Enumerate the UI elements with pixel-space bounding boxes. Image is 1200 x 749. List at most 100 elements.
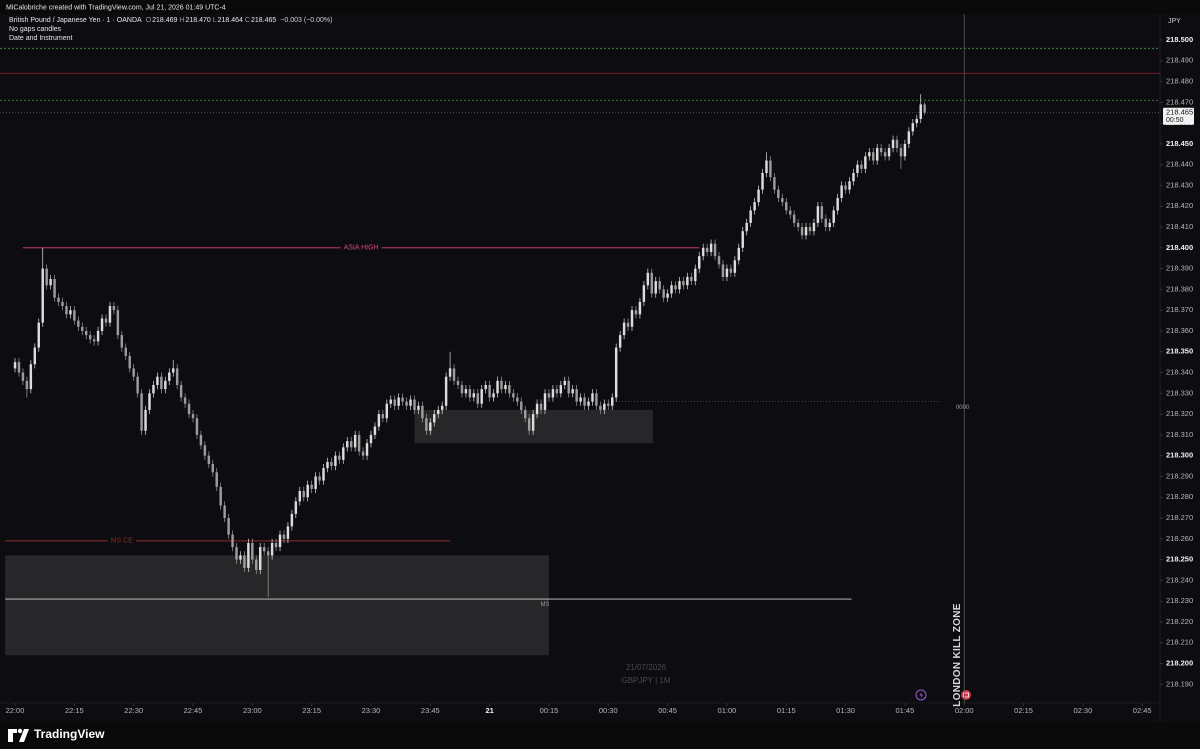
- candle-body: [223, 505, 226, 519]
- y-tick-label: 218.310: [1166, 430, 1193, 439]
- candle-body: [326, 461, 329, 469]
- x-tick-label: 22:45: [184, 706, 203, 715]
- y-tick-label: 218.450: [1166, 139, 1193, 148]
- candle-body: [377, 414, 381, 427]
- candle-body: [535, 403, 539, 415]
- candle-body: [37, 322, 40, 348]
- last-price-box: [1163, 107, 1194, 125]
- candle-body: [729, 268, 733, 273]
- candle-body: [247, 542, 250, 568]
- candle-body: [792, 214, 796, 223]
- candle-body: [527, 418, 531, 431]
- candle-body: [662, 289, 665, 298]
- candle-body: [69, 310, 72, 315]
- ohlc-value: 218.465: [250, 17, 277, 24]
- candle-body: [852, 173, 855, 182]
- candle-body: [231, 534, 234, 548]
- candle-body: [322, 468, 325, 481]
- candle-body: [820, 206, 824, 219]
- candle-body: [567, 380, 570, 394]
- candle-body: [860, 164, 863, 169]
- candle-body: [243, 555, 246, 568]
- candle-body: [349, 441, 353, 448]
- candle-body: [583, 397, 586, 406]
- ohlc-key: L: [212, 17, 217, 24]
- ohlc-key: H: [179, 17, 185, 24]
- candle-body: [397, 397, 400, 406]
- candle-body: [864, 156, 867, 169]
- candle-body: [175, 368, 179, 385]
- y-tick-label: 218.330: [1166, 388, 1193, 397]
- candle-body: [690, 276, 693, 282]
- x-tick-label: 02:15: [1014, 706, 1033, 715]
- candle-body: [65, 306, 68, 315]
- candle-body: [476, 393, 479, 404]
- annotation-label: MS CE: [111, 538, 134, 545]
- candle-body: [124, 347, 127, 356]
- candle-body: [433, 414, 436, 423]
- candle-body: [460, 385, 464, 394]
- candle-body: [919, 104, 922, 119]
- legend: British Pound / Japanese Yen · 1 · OANDA…: [9, 16, 332, 43]
- alert-icon[interactable]: [915, 689, 927, 701]
- candle-body: [187, 403, 191, 415]
- watermark: 21/07/2026: [626, 663, 667, 672]
- candle-body: [266, 551, 270, 556]
- candle-body: [812, 222, 816, 232]
- candle-body: [21, 372, 25, 381]
- candle-body: [879, 148, 883, 153]
- candle-body: [682, 281, 685, 286]
- candle-body: [45, 268, 48, 286]
- y-tick-label: 218.380: [1166, 284, 1193, 293]
- candle-body: [53, 279, 56, 298]
- x-tick-label: 22:15: [65, 706, 84, 715]
- candle-body: [630, 310, 634, 327]
- candle-body: [516, 397, 519, 402]
- candle-body: [500, 380, 503, 390]
- candle-body: [302, 491, 305, 498]
- candle-body: [856, 164, 859, 173]
- candle-body: [872, 152, 875, 161]
- candle-body: [611, 397, 614, 406]
- indicator: No gaps candles: [9, 26, 62, 33]
- candle-body: [136, 376, 139, 394]
- x-tick-label: 01:30: [836, 706, 855, 715]
- candle-body: [112, 306, 116, 311]
- candle-body: [219, 486, 222, 506]
- y-tick-label: 218.480: [1166, 77, 1193, 86]
- candle-body: [840, 185, 843, 198]
- candle-body: [725, 268, 729, 277]
- event-icon[interactable]: [961, 690, 971, 700]
- x-tick-label: 23:45: [421, 706, 440, 715]
- annotation-label: MS: [540, 602, 549, 608]
- x-tick-label: 22:00: [6, 706, 25, 715]
- candle-body: [480, 389, 483, 404]
- candle-body: [183, 397, 187, 404]
- x-tick-label: 21: [485, 706, 493, 715]
- y-tick-label: 218.350: [1166, 347, 1193, 356]
- candle-body: [25, 380, 29, 390]
- candle-body: [84, 330, 88, 336]
- candle-body: [81, 326, 84, 331]
- candle-body: [765, 160, 768, 173]
- candle-body: [104, 318, 108, 323]
- candle-body: [638, 301, 642, 315]
- candle-body: [144, 409, 147, 431]
- candle-body: [796, 222, 800, 228]
- candle-body: [270, 542, 274, 556]
- session-label: LONDON KILL ZONE: [952, 603, 963, 707]
- candle-body: [334, 455, 337, 467]
- candle-body: [626, 322, 630, 327]
- candle-body: [41, 268, 44, 323]
- candle-body: [788, 210, 792, 215]
- candle-body: [448, 368, 452, 377]
- brand-name: TradingView: [34, 727, 105, 741]
- candle-body: [425, 418, 428, 431]
- candle-body: [417, 405, 420, 410]
- candle-body: [622, 322, 626, 336]
- candle-body: [504, 385, 507, 390]
- candle-body: [361, 451, 365, 456]
- candle-body: [496, 380, 499, 394]
- x-tick-label: 01:15: [777, 706, 796, 715]
- candle-body: [836, 197, 839, 211]
